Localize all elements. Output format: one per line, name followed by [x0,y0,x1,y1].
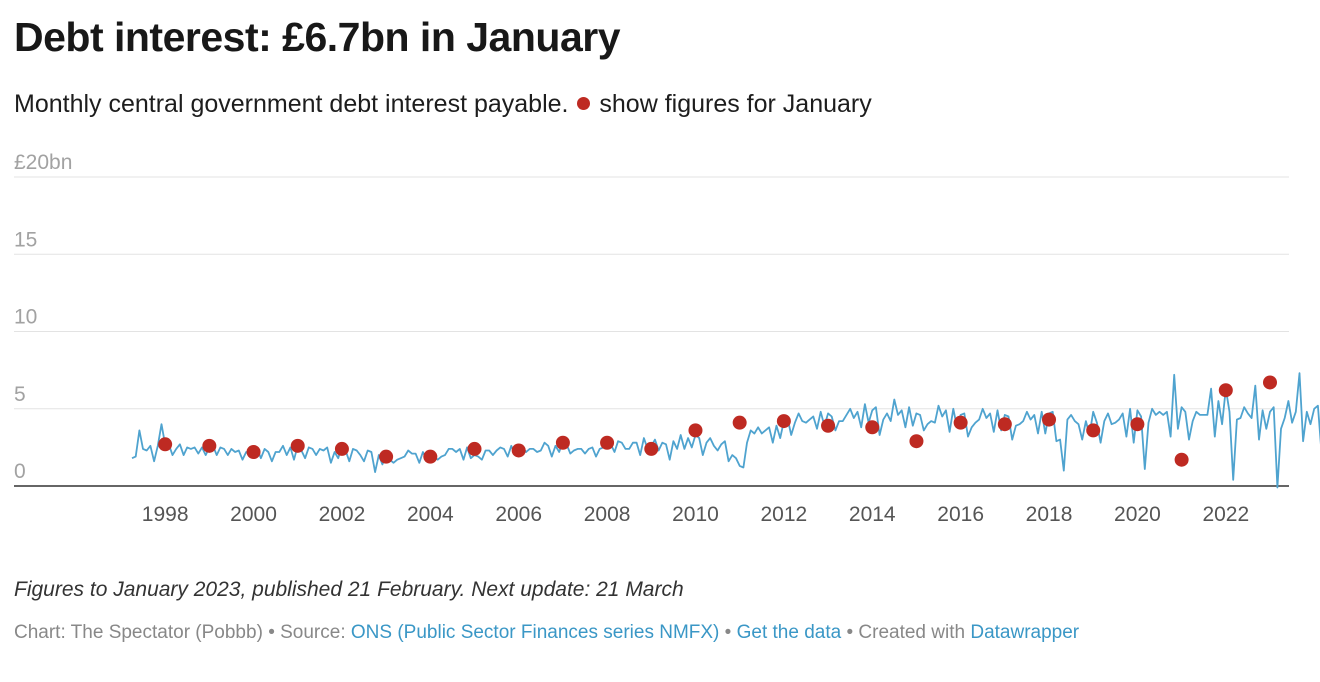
x-tick-label: 2004 [407,503,454,526]
x-tick-label: 2020 [1114,503,1161,526]
january-point [600,435,615,450]
credit-separator: • [724,622,732,643]
january-point [644,441,659,456]
x-tick-label: 2012 [761,503,808,526]
january-point [334,441,349,456]
x-tick-label: 2022 [1202,503,1249,526]
x-tick-label: 2016 [937,503,984,526]
chart-credits: Chart: The Spectator (Pobbb) • Source: O… [14,622,1079,644]
chart-title: Debt interest: £6.7bn in January [14,14,621,60]
january-point [511,443,526,458]
january-point [1218,383,1233,398]
january-point [1130,417,1145,432]
x-tick-label: 2018 [1026,503,1073,526]
january-point [158,437,173,452]
january-point [379,449,394,464]
source-link[interactable]: ONS (Public Sector Finances series NMFX) [350,622,720,643]
january-point [423,449,438,464]
credit-source-label: Source: [280,622,346,643]
january-point [821,418,836,433]
january-point [776,414,791,429]
chart-footnote: Figures to January 2023, published 21 Fe… [14,578,684,601]
january-point [1174,452,1189,467]
january-point [467,441,482,456]
x-tick-label: 2002 [319,503,366,526]
series-line [131,372,1320,489]
x-tick-label: 2010 [672,503,719,526]
january-point [997,417,1012,432]
january-point [865,420,880,435]
gridlines [14,176,1289,487]
y-tick-label: 0 [14,460,26,483]
chart-subtitle: Monthly central government debt interest… [14,90,872,119]
datawrapper-link[interactable]: Datawrapper [970,622,1080,643]
y-tick-label: 5 [14,383,26,406]
january-point [1263,375,1277,390]
y-tick-label: 10 [14,306,37,329]
debt-interest-chart: 0 5 10 15 £20bn 1998 2000 2002 2004 2006 2008 2010… [14,151,1320,526]
x-tick-label: 2008 [584,503,631,526]
series-line-path [131,372,1320,489]
x-tick-label: 2014 [849,503,896,526]
y-axis-labels: 0 5 10 15 £20bn [14,151,72,483]
january-point [688,423,703,438]
credit-separator: • [846,622,854,643]
credit-chart-label: Chart: The Spectator (Pobbb) [14,622,263,643]
january-point [555,435,570,450]
get-the-data-link[interactable]: Get the data [736,622,842,643]
subtitle-legend-text: show figures for January [599,90,872,118]
january-point [732,415,747,430]
credit-separator: • [268,622,275,643]
x-tick-label: 2000 [230,503,277,526]
january-point [202,438,217,453]
x-tick-label: 1998 [142,503,189,526]
january-point [909,434,924,449]
january-point [953,415,968,430]
january-points [158,375,1277,467]
x-tick-label: 2006 [495,503,542,526]
january-marker-icon [577,97,591,111]
january-point [1042,412,1057,427]
january-point [290,438,305,453]
subtitle-text: Monthly central government debt interest… [14,90,569,118]
y-tick-label: 15 [14,228,37,251]
january-point [1086,423,1101,438]
y-tick-label: £20bn [14,151,72,174]
credit-created-label: Created with [858,622,966,643]
x-axis-labels: 1998 2000 2002 2004 2006 2008 2010 2012 2014 2016… [142,503,1249,526]
january-point [246,445,261,460]
